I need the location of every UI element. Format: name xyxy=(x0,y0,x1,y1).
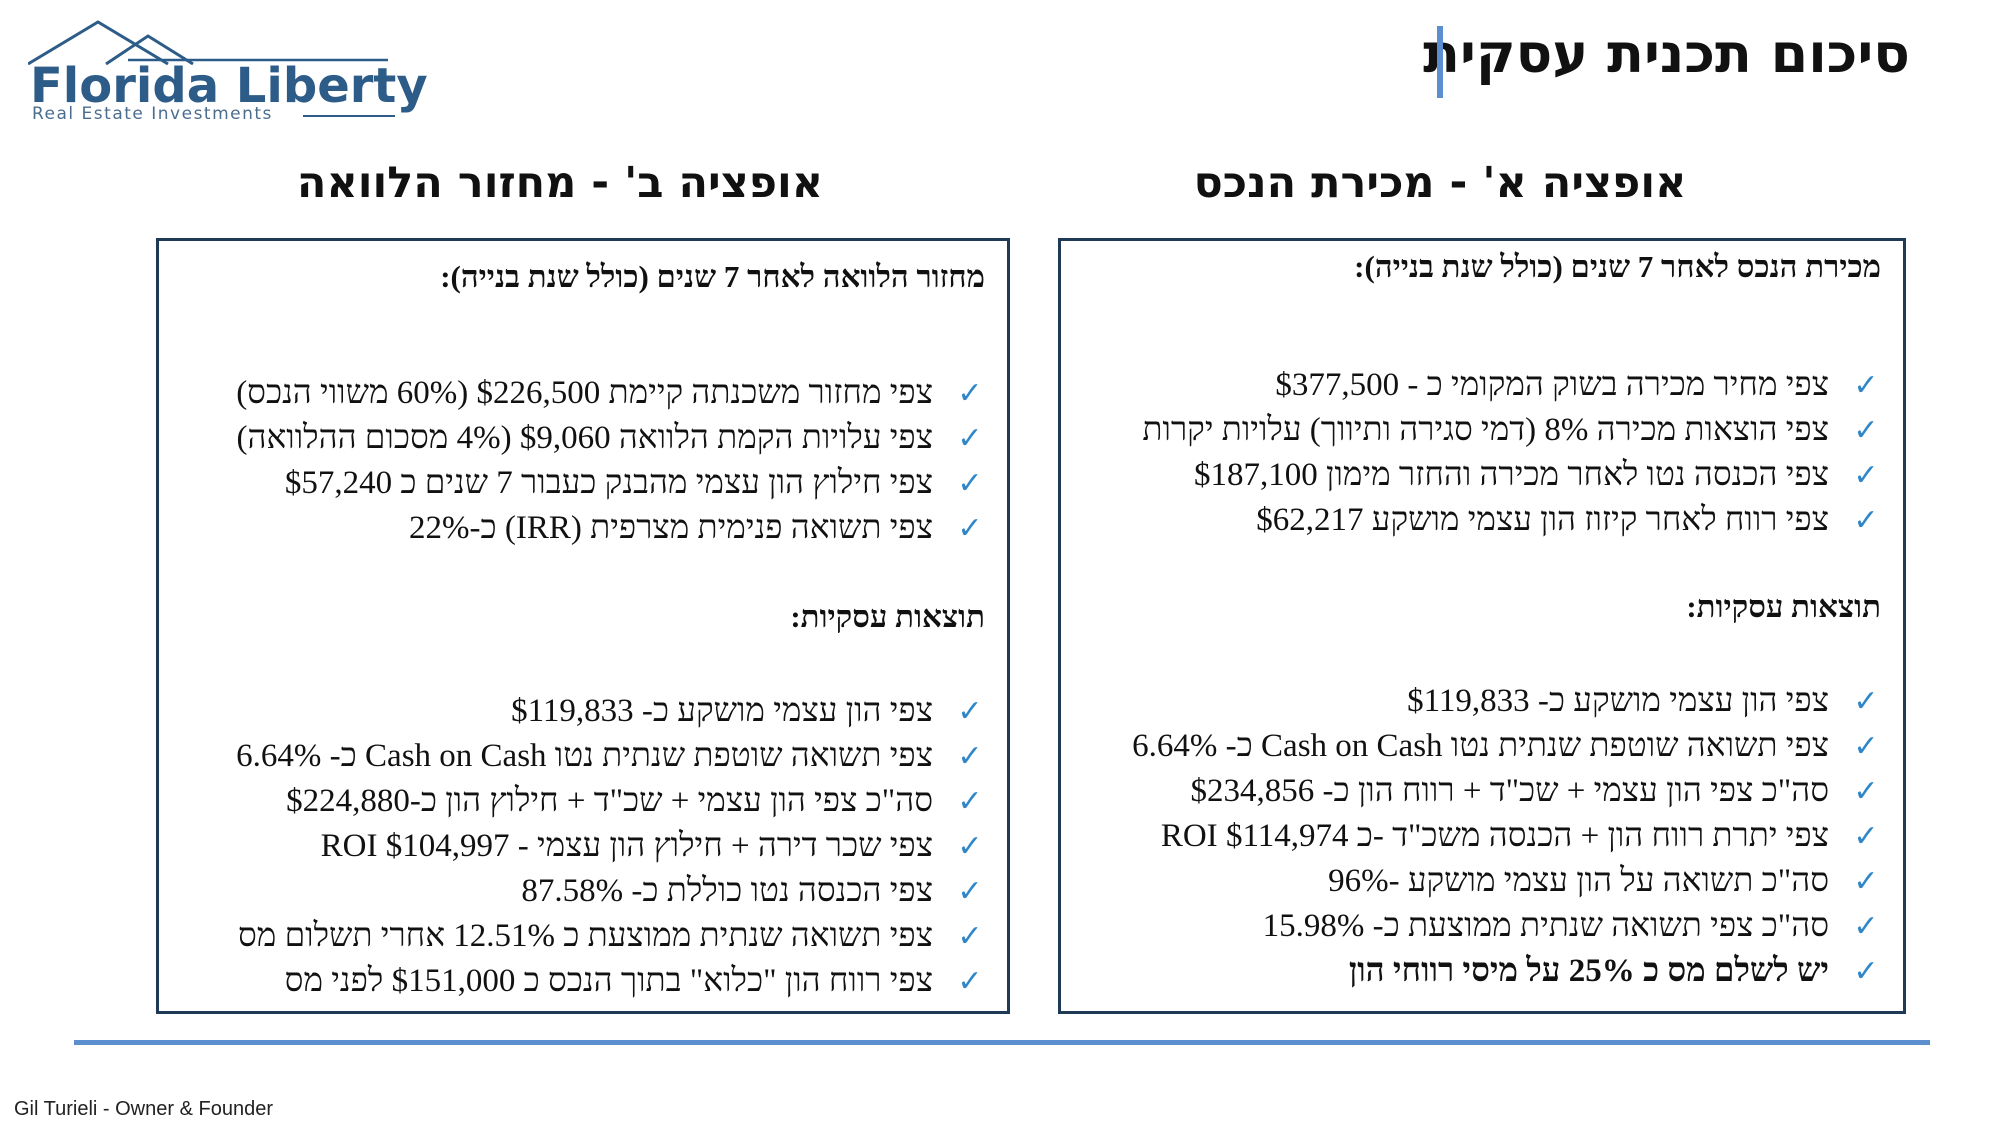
checkmark-icon: ✓ xyxy=(957,738,983,774)
list-item: ✓ צפי הכנסה נטו כוללת כ- 87.58% xyxy=(521,869,985,913)
checkmark-icon: ✓ xyxy=(957,420,983,456)
list-item: ✓ צפי מחיר מכירה בשוק המקומי כ - $377,500 xyxy=(1275,363,1881,407)
bottom-divider xyxy=(74,1040,1930,1045)
list-item: ✓ צפי הוצאות מכירה 8% (דמי סגירה ותיווך) … xyxy=(1142,408,1881,452)
checkmark-icon: ✓ xyxy=(957,510,983,546)
checkmark-icon: ✓ xyxy=(1853,773,1879,809)
list-item: ✓ צפי הון עצמי מושקע כ- $119,833 xyxy=(511,689,985,733)
checkmark-icon: ✓ xyxy=(1853,367,1879,403)
list-item: ✓ צפי תשואה שוטפת שנתית נטו Cash on Cash … xyxy=(1132,724,1881,768)
checkmark-icon: ✓ xyxy=(957,873,983,909)
option-b-heading: אופציה ב' - מחזור הלוואה xyxy=(296,158,824,208)
title-accent-bar xyxy=(1437,26,1443,98)
checkmark-icon: ✓ xyxy=(1853,953,1879,989)
option-b-section1-title: מחזור הלוואה לאחר 7 שנים (כולל שנת בנייה… xyxy=(440,259,985,294)
option-b-section2-title: תוצאות עסקיות: xyxy=(790,599,985,634)
checkmark-icon: ✓ xyxy=(957,375,983,411)
checkmark-icon: ✓ xyxy=(1853,683,1879,719)
list-item: ✓ סה"כ צפי הון עצמי + שכ"ד + רווח הון כ- … xyxy=(1191,769,1882,813)
list-item: ✓ צפי תשואה שוטפת שנתית נטו Cash on Cash … xyxy=(236,734,985,778)
checkmark-icon: ✓ xyxy=(1853,502,1879,538)
list-item: ✓ צפי הון עצמי מושקע כ- $119,833 xyxy=(1407,679,1881,723)
checkmark-icon: ✓ xyxy=(957,693,983,729)
option-a-section1-title: מכירת הנכס לאחר 7 שנים (כולל שנת בנייה): xyxy=(1354,249,1881,284)
list-item: ✓ סה"כ תשואה על הון עצמי מושקע -96% xyxy=(1328,859,1881,903)
list-item: ✓ סה"כ צפי תשואה שנתית ממוצעת כ- 15.98% xyxy=(1263,904,1881,948)
checkmark-icon: ✓ xyxy=(1853,908,1879,944)
checkmark-icon: ✓ xyxy=(1853,728,1879,764)
list-item: ✓ יש לשלם מס כ 25% על מיסי רווחי הון xyxy=(1349,949,1881,993)
house-roof-icon xyxy=(28,20,388,66)
checkmark-icon: ✓ xyxy=(957,783,983,819)
list-item: ✓ צפי רווח לאחר קיזוז הון עצמי מושקע $62,… xyxy=(1256,498,1881,542)
list-item: ✓ צפי עלויות הקמת הלוואה $9,060 (4% מסכום… xyxy=(237,416,986,460)
checkmark-icon: ✓ xyxy=(1853,457,1879,493)
logo-underline xyxy=(303,115,395,117)
list-item: ✓ צפי שכר דירה + חילוץ הון עצמי - $104,99… xyxy=(321,824,985,868)
logo-tagline: Real Estate Investments xyxy=(32,104,273,124)
list-item: ✓ צפי הכנסה נטו לאחר מכירה והחזר מימון $1… xyxy=(1194,453,1881,497)
checkmark-icon: ✓ xyxy=(957,828,983,864)
option-a-box: מכירת הנכס לאחר 7 שנים (כולל שנת בנייה):… xyxy=(1058,238,1906,1014)
list-item: ✓ צפי יתרת רווח הון + הכנסה משכ"ד -כ $114… xyxy=(1161,814,1881,858)
checkmark-icon: ✓ xyxy=(957,918,983,954)
company-logo: Florida Liberty Real Estate Investments xyxy=(28,20,428,130)
option-a-heading: אופציה א' - מכירת הנכס xyxy=(1193,158,1687,208)
checkmark-icon: ✓ xyxy=(1853,863,1879,899)
checkmark-icon: ✓ xyxy=(1853,818,1879,854)
option-a-section2-title: תוצאות עסקיות: xyxy=(1686,589,1881,624)
checkmark-icon: ✓ xyxy=(957,963,983,999)
list-item: ✓ צפי תשואה שנתית ממוצעת כ 12.51% אחרי תש… xyxy=(238,914,985,958)
list-item: ✓ צפי מחזור משכנתה קיימת $226,500 (60% מש… xyxy=(236,371,985,415)
list-item: ✓ סה"כ צפי הון עצמי + שכ"ד + חילוץ הון כ-… xyxy=(286,779,985,823)
page-title: סיכום תכנית עסקית xyxy=(1423,22,1910,85)
logo-name: Florida Liberty xyxy=(30,58,428,114)
checkmark-icon: ✓ xyxy=(1853,412,1879,448)
list-item: ✓ צפי רווח הון "כלוא" בתוך הנכס כ $151,00… xyxy=(285,959,985,1003)
list-item: ✓ צפי תשואה פנימית מצרפית (IRR) כ-22% xyxy=(409,506,985,550)
footer-credit: Gil Turieli - Owner & Founder xyxy=(14,1098,273,1120)
checkmark-icon: ✓ xyxy=(957,465,983,501)
option-b-box: מחזור הלוואה לאחר 7 שנים (כולל שנת בנייה… xyxy=(156,238,1010,1014)
list-item: ✓ צפי חילוץ הון עצמי מהבנק כעבור 7 שנים כ… xyxy=(285,461,985,505)
